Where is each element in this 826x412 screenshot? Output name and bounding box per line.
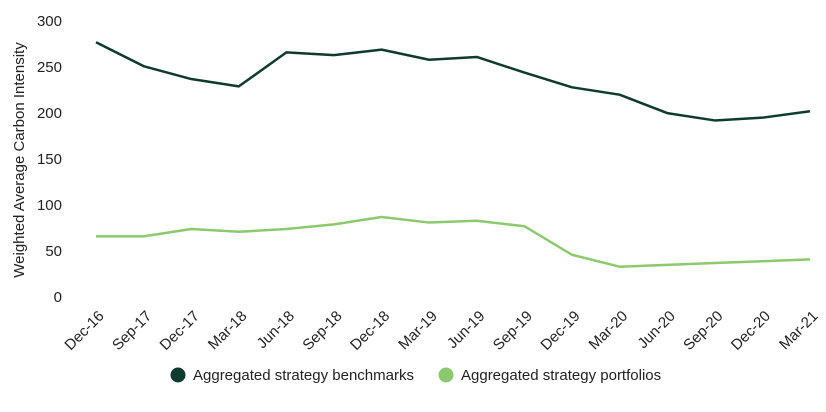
x-tick-label: Sep-17 [109, 308, 155, 354]
x-tick-label: Mar-19 [395, 308, 441, 354]
x-tick-label: Sep-19 [490, 308, 536, 354]
legend-swatch [170, 367, 186, 383]
x-tick-label: Jun-19 [444, 308, 488, 352]
y-tick-label: 300 [37, 13, 62, 30]
y-tick-label: 100 [37, 197, 62, 214]
x-tick-label: Dec-16 [61, 308, 107, 354]
series-line [95, 41, 811, 122]
x-tick-label: Dec-20 [728, 308, 774, 354]
legend-label: Aggregated strategy portfolios [461, 367, 661, 384]
legend-label: Aggregated strategy benchmarks [193, 367, 414, 384]
x-tick-label: Sep-18 [299, 308, 345, 354]
y-tick-label: 0 [54, 289, 62, 306]
series-line [96, 215, 811, 268]
x-tick-label: Dec-19 [537, 308, 583, 354]
x-tick-label: Dec-17 [157, 308, 203, 354]
x-tick-label: Dec-18 [347, 308, 393, 354]
y-tick-label: 50 [45, 243, 62, 260]
x-tick-label: Jun-20 [634, 308, 678, 352]
x-tick-label: Jun-18 [254, 308, 298, 352]
y-tick-label: 150 [37, 151, 62, 168]
y-tick-label: 250 [37, 59, 62, 76]
x-tick-label: Sep-20 [680, 308, 726, 354]
x-tick-label: Mar-18 [205, 308, 251, 354]
y-tick-label: 200 [37, 105, 62, 122]
x-tick-label: Mar-21 [776, 308, 822, 354]
y-axis-label: Weighted Average Carbon Intensity [11, 42, 28, 278]
legend-swatch [438, 367, 454, 383]
x-tick-label: Mar-20 [586, 308, 632, 354]
